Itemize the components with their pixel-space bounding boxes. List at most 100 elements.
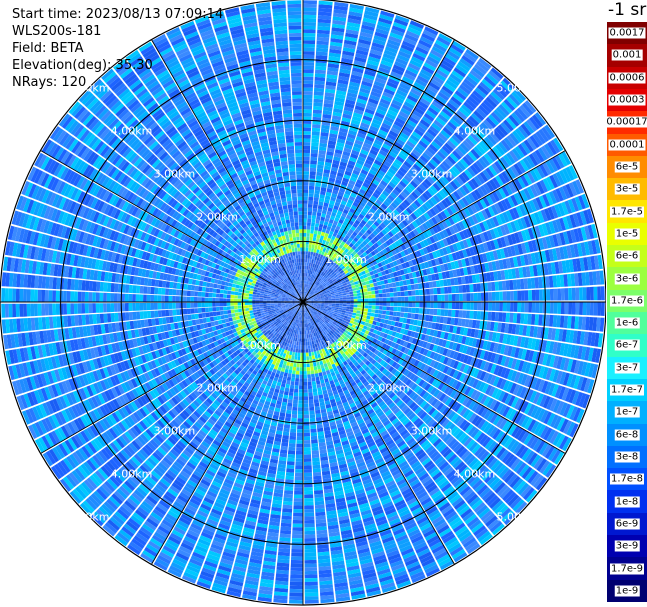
ray-gate-cell — [494, 312, 500, 322]
ray-gate-cell — [303, 149, 311, 154]
ray-gate-cell — [470, 302, 474, 310]
ray-gate-cell — [319, 194, 325, 199]
ray-gate-cell — [310, 251, 314, 256]
ray-gate-cell — [407, 307, 412, 313]
ray-gate-cell — [311, 439, 318, 444]
ray-gate-cell — [368, 294, 372, 299]
ray-gate-cell — [325, 191, 332, 197]
ray-gate-cell — [390, 28, 405, 37]
ray-gate-cell — [366, 132, 376, 139]
ray-gate-cell — [309, 414, 316, 419]
ray-gate-cell — [304, 291, 307, 296]
ray-gate-cell — [314, 264, 318, 268]
ray-gate-cell — [351, 70, 363, 77]
ray-gate-cell — [303, 251, 306, 255]
ray-gate-cell — [303, 225, 307, 230]
ray-gate-cell — [309, 363, 314, 367]
ray-gate-cell — [557, 288, 562, 301]
ray-gate-cell — [339, 68, 351, 75]
ray-gate-cell — [319, 220, 325, 225]
ray-gate-cell — [389, 287, 394, 293]
ray-gate-cell — [316, 234, 321, 239]
ray-gate-cell — [306, 236, 310, 241]
ray-gate-cell — [317, 230, 322, 236]
ray-gate-cell — [378, 101, 390, 109]
ray-gate-cell — [560, 302, 565, 315]
ray-gate-cell — [326, 147, 335, 153]
ray-gate-cell — [352, 290, 357, 294]
ray-gate-cell — [311, 244, 315, 249]
ray-gate-cell — [375, 28, 389, 36]
ray-gate-cell — [310, 164, 317, 169]
ray-gate-cell — [392, 21, 407, 30]
ray-gate-cell — [345, 308, 350, 312]
ray-gate-cell — [303, 454, 312, 459]
ray-gate-cell — [351, 119, 361, 126]
ray-gate-cell — [303, 381, 308, 386]
ray-gate-cell — [401, 302, 405, 307]
ray-gate-cell — [311, 450, 319, 455]
ray-gate-cell — [498, 281, 503, 291]
ray-gate-cell — [303, 349, 306, 353]
ray-gate-cell — [316, 380, 321, 385]
ray-gate-cell — [357, 42, 371, 49]
ray-gate-cell — [513, 290, 518, 301]
ray-gate-cell — [386, 42, 400, 51]
ray-gate-cell — [462, 284, 467, 293]
ray-gate-cell — [307, 277, 310, 281]
ray-gate-cell — [415, 307, 420, 314]
ray-gate-cell — [314, 226, 319, 231]
ray-gate-cell — [458, 285, 463, 293]
ray-gate-cell — [352, 146, 361, 153]
ray-gate-cell — [335, 179, 342, 185]
ray-gate-cell — [473, 283, 478, 292]
ray-gate-cell — [304, 578, 318, 582]
ray-gate-cell — [458, 310, 463, 318]
ray-gate-cell — [363, 311, 368, 316]
ray-gate-cell — [582, 287, 587, 301]
ray-gate-cell — [311, 259, 314, 264]
ray-gate-cell — [363, 73, 375, 81]
ray-gate-cell — [330, 34, 344, 40]
ray-gate-cell — [347, 18, 361, 25]
ray-gate-cell — [349, 156, 357, 163]
ray-gate-cell — [340, 158, 349, 164]
ray-gate-cell — [309, 171, 316, 176]
ray-gate-cell — [313, 391, 318, 396]
ray-gate-cell — [306, 363, 310, 368]
ray-gate-cell — [326, 188, 333, 193]
ray-gate-cell — [334, 201, 341, 207]
ray-gate-cell — [331, 298, 336, 301]
ray-gate-cell — [318, 372, 323, 377]
ray-gate-cell — [374, 31, 388, 39]
ray-gate-cell — [306, 262, 309, 267]
ray-gate-cell — [314, 76, 326, 82]
ray-gate-cell — [462, 302, 467, 310]
ray-gate-cell — [371, 87, 383, 95]
ray-gate-cell — [311, 142, 319, 147]
ray-gate-cell — [303, 109, 312, 114]
ray-gate-cell — [306, 233, 310, 237]
ray-gate-cell — [412, 302, 416, 308]
ray-gate-cell — [303, 294, 305, 299]
ray-gate-cell — [377, 105, 388, 113]
ray-gate-cell — [305, 341, 308, 346]
ray-gate-cell — [331, 235, 336, 241]
ray-gate-cell — [320, 258, 325, 263]
ray-gate-cell — [309, 273, 312, 278]
ray-gate-cell — [304, 581, 318, 586]
ray-gate-cell — [338, 75, 350, 82]
ray-gate-cell — [323, 236, 328, 241]
ray-gate-cell — [331, 166, 338, 172]
ray-gate-cell — [374, 286, 379, 291]
ray-gate-cell — [313, 267, 316, 272]
ray-gate-cell — [320, 132, 329, 137]
ray-gate-cell — [568, 287, 573, 301]
ray-gate-cell — [387, 78, 400, 86]
ray-gate-cell — [314, 186, 321, 191]
ray-gate-cell — [400, 44, 414, 53]
ray-gate-cell — [379, 63, 392, 71]
ray-gate-cell — [306, 276, 309, 281]
ray-gate-cell — [575, 302, 580, 315]
ray-gate-cell — [355, 136, 365, 143]
